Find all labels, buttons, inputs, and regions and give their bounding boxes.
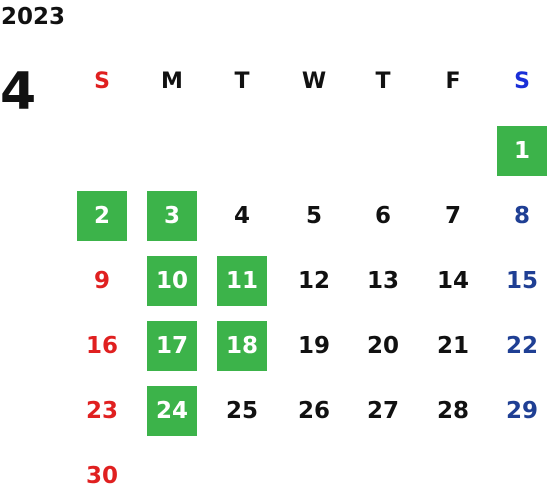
year-label: 2023: [1, 4, 66, 30]
day-21[interactable]: 21: [436, 333, 469, 359]
day-9[interactable]: 9: [93, 268, 110, 294]
day-2[interactable]: 2: [77, 191, 127, 241]
day-10[interactable]: 10: [147, 256, 197, 306]
day-26[interactable]: 26: [297, 398, 330, 424]
day-28[interactable]: 28: [436, 398, 469, 424]
day-20[interactable]: 20: [366, 333, 399, 359]
day-4[interactable]: 4: [233, 203, 250, 229]
day-19[interactable]: 19: [297, 333, 330, 359]
month-label: 4: [0, 62, 37, 122]
day-18[interactable]: 18: [217, 321, 267, 371]
weekday-0: S: [94, 69, 110, 94]
weekday-4: T: [375, 69, 391, 94]
day-7[interactable]: 7: [444, 203, 461, 229]
day-16[interactable]: 16: [85, 333, 118, 359]
day-30[interactable]: 30: [85, 463, 118, 489]
day-5[interactable]: 5: [305, 203, 322, 229]
day-14[interactable]: 14: [436, 268, 469, 294]
day-25[interactable]: 25: [225, 398, 258, 424]
day-29[interactable]: 29: [505, 398, 538, 424]
day-17[interactable]: 17: [147, 321, 197, 371]
day-27[interactable]: 27: [366, 398, 399, 424]
weekday-6: S: [514, 69, 530, 94]
weekday-5: F: [445, 69, 461, 94]
day-3[interactable]: 3: [147, 191, 197, 241]
day-6[interactable]: 6: [374, 203, 391, 229]
day-1[interactable]: 1: [497, 126, 547, 176]
day-22[interactable]: 22: [505, 333, 538, 359]
day-23[interactable]: 23: [85, 398, 118, 424]
day-24[interactable]: 24: [147, 386, 197, 436]
day-15[interactable]: 15: [505, 268, 538, 294]
day-13[interactable]: 13: [366, 268, 399, 294]
day-11[interactable]: 11: [217, 256, 267, 306]
weekday-2: T: [234, 69, 250, 94]
day-8[interactable]: 8: [513, 203, 530, 229]
weekday-1: M: [161, 69, 183, 94]
weekday-3: W: [301, 69, 327, 94]
day-12[interactable]: 12: [297, 268, 330, 294]
